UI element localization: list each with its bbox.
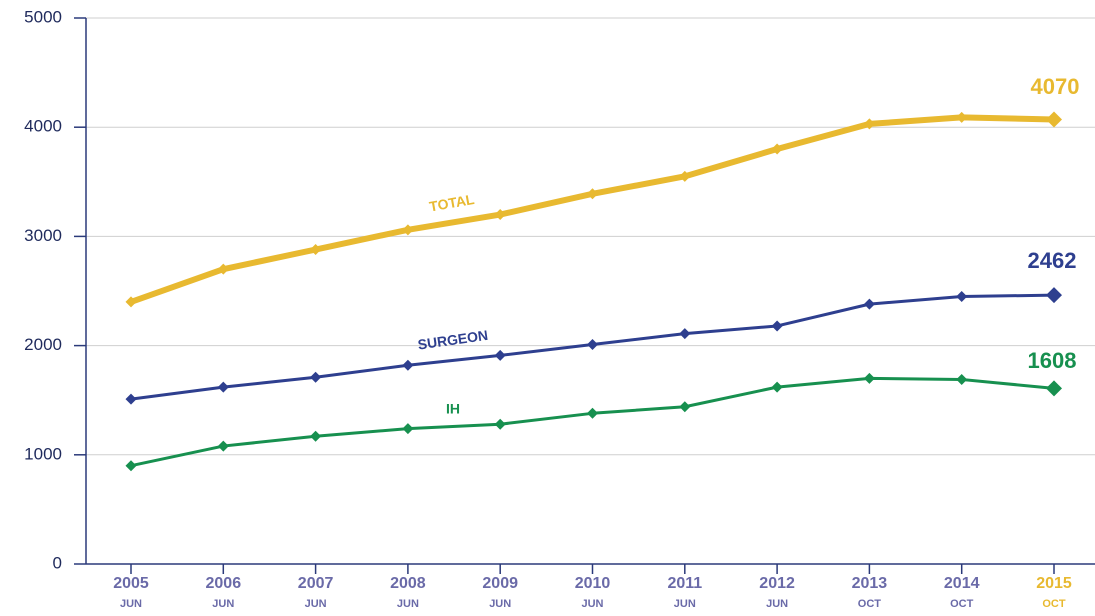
end-value-label: 2462 bbox=[1028, 248, 1077, 273]
x-tick-label: 2013 bbox=[852, 575, 888, 592]
point-marker bbox=[125, 393, 137, 405]
point-marker bbox=[587, 407, 598, 419]
point-marker bbox=[1046, 287, 1062, 304]
point-marker bbox=[402, 359, 414, 371]
point-marker bbox=[956, 290, 968, 302]
point-marker bbox=[217, 263, 229, 275]
point-marker bbox=[771, 320, 783, 332]
x-tick-sublabel: JUN bbox=[397, 598, 419, 610]
point-marker bbox=[679, 328, 691, 340]
x-tick-label: 2009 bbox=[482, 575, 518, 592]
point-marker bbox=[679, 401, 691, 413]
point-marker bbox=[587, 188, 598, 200]
series-line bbox=[130, 376, 1055, 468]
series-label: TOTAL bbox=[428, 191, 476, 215]
point-marker bbox=[956, 373, 968, 385]
y-tick-label: 2000 bbox=[24, 335, 62, 354]
y-tick-label: 3000 bbox=[24, 226, 62, 245]
x-tick-sublabel: JUN bbox=[581, 598, 603, 610]
point-marker bbox=[402, 224, 414, 236]
x-tick-label: 2015 bbox=[1036, 575, 1072, 592]
series-line bbox=[129, 114, 1055, 305]
x-tick-sublabel: JUN bbox=[305, 598, 327, 610]
x-tick-sublabel: JUN bbox=[674, 598, 696, 610]
x-tick-sublabel: JUN bbox=[212, 598, 234, 610]
x-tick-sublabel: JUN bbox=[489, 598, 511, 610]
point-marker bbox=[402, 423, 414, 435]
y-tick-label: 1000 bbox=[24, 444, 62, 463]
end-value-label: 4070 bbox=[1031, 74, 1080, 99]
x-tick-label: 2014 bbox=[944, 575, 980, 592]
point-marker bbox=[863, 298, 875, 310]
x-tick-sublabel: OCT bbox=[1042, 598, 1066, 610]
x-tick-label: 2007 bbox=[298, 575, 334, 592]
x-tick-sublabel: JUN bbox=[766, 598, 788, 610]
y-tick-label: 5000 bbox=[24, 7, 62, 26]
y-tick-label: 4000 bbox=[24, 117, 62, 136]
point-marker bbox=[125, 296, 137, 308]
point-marker bbox=[494, 418, 506, 430]
series-label: SURGEON bbox=[417, 327, 489, 353]
point-marker bbox=[310, 430, 322, 442]
point-marker bbox=[771, 381, 783, 393]
point-marker bbox=[310, 244, 322, 256]
series-label: IH bbox=[446, 401, 460, 417]
x-tick-sublabel: JUN bbox=[120, 598, 142, 610]
point-marker bbox=[125, 460, 137, 472]
x-tick-sublabel: OCT bbox=[950, 598, 974, 610]
point-marker bbox=[1046, 111, 1062, 128]
point-marker bbox=[494, 349, 506, 361]
point-marker bbox=[217, 440, 229, 452]
x-tick-label: 2006 bbox=[206, 575, 242, 592]
point-marker bbox=[863, 118, 875, 130]
point-marker bbox=[217, 381, 229, 393]
point-marker bbox=[587, 339, 598, 351]
end-value-label: 1608 bbox=[1028, 348, 1077, 373]
point-marker bbox=[1046, 380, 1062, 397]
x-tick-label: 2011 bbox=[667, 575, 702, 592]
x-tick-label: 2012 bbox=[759, 575, 795, 592]
x-tick-label: 2005 bbox=[113, 575, 149, 592]
y-tick-label: 0 bbox=[53, 553, 62, 572]
x-tick-sublabel: OCT bbox=[858, 598, 882, 610]
point-marker bbox=[310, 371, 322, 383]
point-marker bbox=[863, 372, 875, 384]
point-marker bbox=[494, 209, 506, 221]
point-marker bbox=[956, 111, 968, 123]
point-marker bbox=[679, 170, 691, 182]
x-tick-label: 2010 bbox=[575, 575, 611, 592]
point-marker bbox=[771, 143, 783, 155]
x-tick-label: 2008 bbox=[390, 575, 426, 592]
